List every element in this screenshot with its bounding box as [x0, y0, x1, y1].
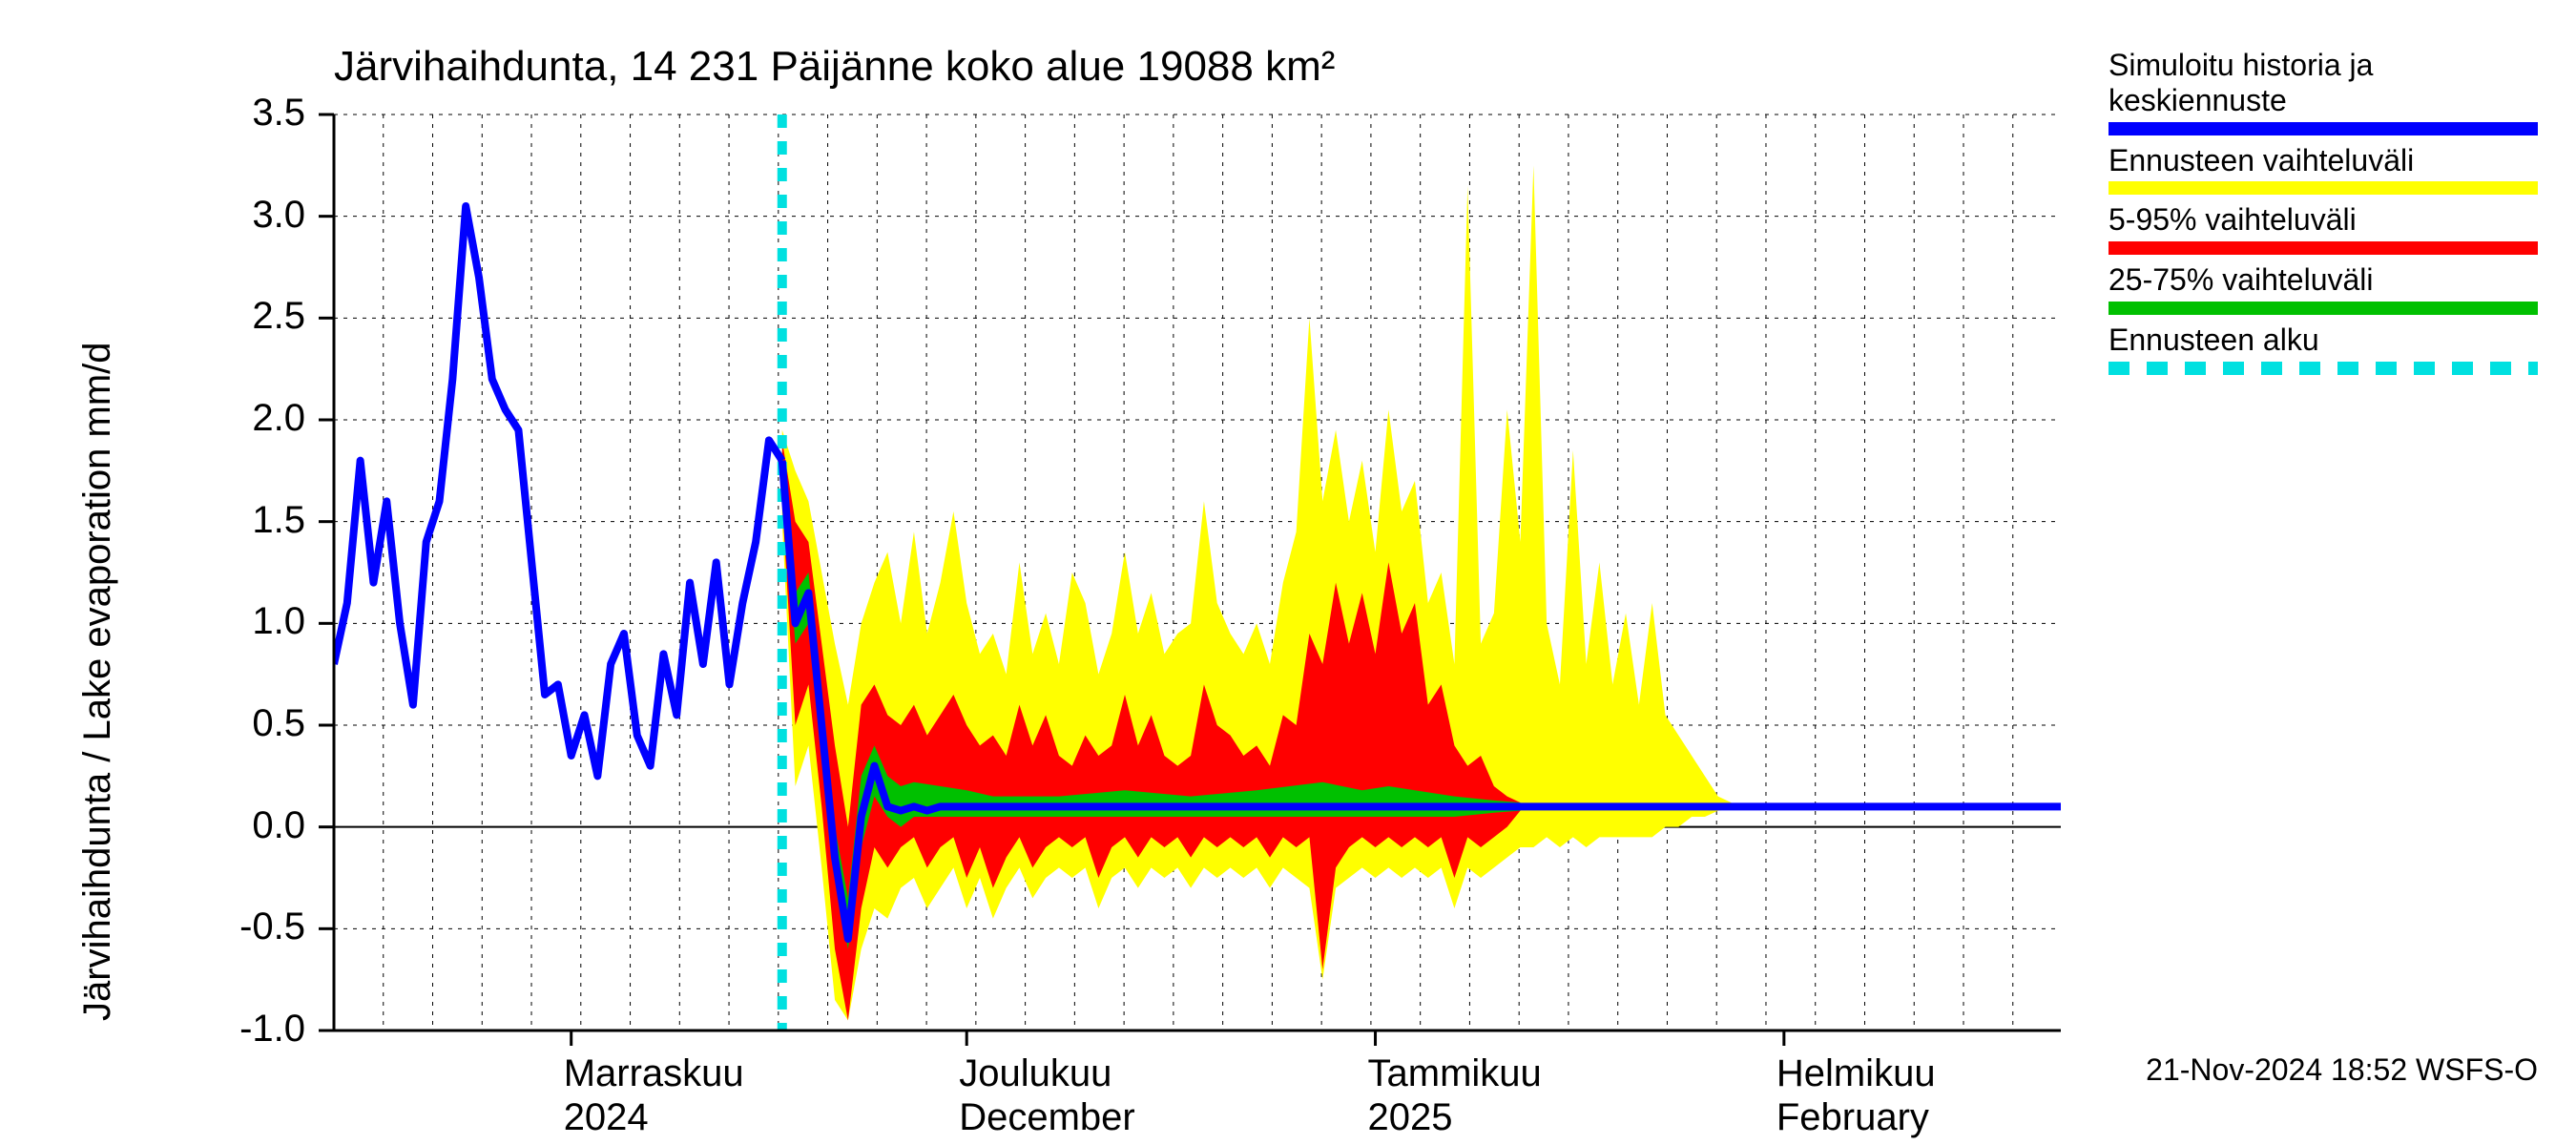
- legend-label: Ennusteen vaihteluväli: [2109, 143, 2538, 178]
- legend-swatch: [2109, 122, 2538, 135]
- legend-item: Simuloitu historia ja keskiennuste: [2109, 48, 2538, 135]
- y-tick-label: 3.0: [172, 194, 305, 237]
- y-tick-label: 3.5: [172, 92, 305, 135]
- legend-swatch: [2109, 241, 2538, 255]
- y-tick-label: 0.0: [172, 804, 305, 847]
- x-tick-label: Marraskuu2024: [564, 1051, 744, 1139]
- y-tick-label: 1.0: [172, 600, 305, 643]
- y-tick-label: 2.0: [172, 397, 305, 440]
- y-tick-label: -1.0: [172, 1008, 305, 1051]
- legend: Simuloitu historia ja keskiennuste Ennust…: [2109, 48, 2538, 383]
- y-tick-label: 0.5: [172, 702, 305, 745]
- legend-item: Ennusteen alku: [2109, 323, 2538, 375]
- legend-label: Ennusteen alku: [2109, 323, 2538, 358]
- legend-item: Ennusteen vaihteluväli: [2109, 143, 2538, 196]
- x-tick-label: HelmikuuFebruary: [1776, 1051, 1936, 1139]
- legend-swatch: [2109, 362, 2538, 375]
- y-tick-label: -0.5: [172, 906, 305, 948]
- legend-swatch: [2109, 181, 2538, 195]
- y-tick-label: 2.5: [172, 295, 305, 338]
- y-tick-label: 1.5: [172, 499, 305, 542]
- legend-label: 25-75% vaihteluväli: [2109, 262, 2538, 298]
- chart-container: Järvihaihdunta, 14 231 Päijänne koko alu…: [0, 0, 2576, 1145]
- legend-item: 25-75% vaihteluväli: [2109, 262, 2538, 315]
- legend-label: Simuloitu historia ja keskiennuste: [2109, 48, 2538, 118]
- legend-label: 5-95% vaihteluväli: [2109, 202, 2538, 238]
- x-tick-label: JoulukuuDecember: [959, 1051, 1135, 1139]
- legend-swatch: [2109, 302, 2538, 315]
- chart-footer: 21-Nov-2024 18:52 WSFS-O: [2146, 1052, 2538, 1088]
- x-tick-label: Tammikuu2025: [1368, 1051, 1542, 1139]
- legend-item: 5-95% vaihteluväli: [2109, 202, 2538, 255]
